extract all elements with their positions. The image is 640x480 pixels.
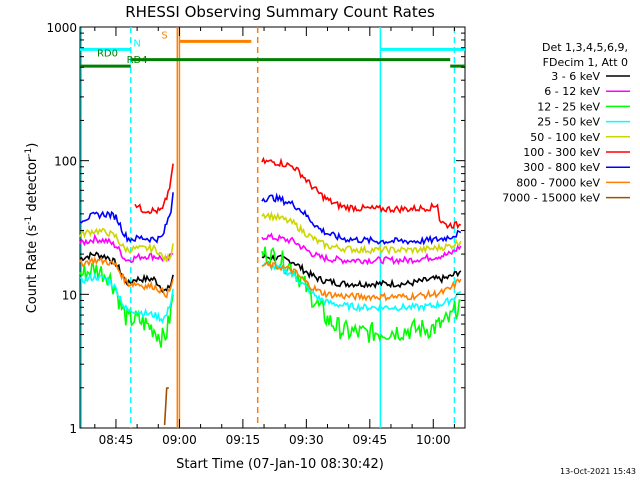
legend-entry-label: 100 - 300 keV bbox=[523, 146, 600, 159]
y-axis-label-sup2: -1 bbox=[24, 148, 34, 157]
flag-bars: N S RD0 RD4 bbox=[80, 30, 465, 68]
axis-ticks: 1 10 100 1000 08:45 09:00 09:15 09:30 09:45 10:00 bbox=[46, 21, 465, 447]
x-axis-label: Start Time (07-Jan-10 08:30:42) bbox=[176, 457, 384, 472]
series-line bbox=[261, 253, 462, 290]
y-axis-label-mid: detector bbox=[25, 156, 40, 216]
timestamp: 13-Oct-2021 15:43 bbox=[560, 467, 636, 476]
series-line bbox=[261, 210, 462, 256]
legend-header-line-2: FDecim 1, Att 0 bbox=[543, 56, 628, 69]
vertical-markers bbox=[80, 27, 456, 428]
series-line bbox=[261, 192, 462, 246]
series-line bbox=[261, 260, 462, 302]
flag-label-s: S bbox=[161, 30, 167, 41]
y-axis-label-sup1: -1 bbox=[24, 216, 34, 225]
flag-label-rd4: RD4 bbox=[127, 55, 148, 66]
chart-title: RHESSI Observing Summary Count Rates bbox=[125, 3, 435, 21]
x-tick-label: 09:00 bbox=[162, 433, 197, 447]
legend-entry-label: 12 - 25 keV bbox=[537, 100, 600, 113]
flag-label-rd0: RD0 bbox=[97, 49, 118, 60]
legend-entry-label: 6 - 12 keV bbox=[544, 85, 600, 98]
y-axis-label-main: Count Rate (s bbox=[25, 225, 40, 314]
series-line bbox=[79, 233, 174, 264]
series-line bbox=[261, 262, 462, 313]
x-tick-label: 09:30 bbox=[289, 433, 324, 447]
legend-header-line-1: Det 1,3,4,5,6,9, bbox=[542, 41, 628, 54]
plot-axes bbox=[79, 26, 466, 429]
series-line bbox=[261, 156, 462, 230]
plot-frame bbox=[79, 26, 466, 429]
series-line bbox=[79, 192, 174, 244]
legend-entry-label: 50 - 100 keV bbox=[530, 131, 600, 144]
x-tick-label: 09:45 bbox=[353, 433, 388, 447]
y-tick-label: 100 bbox=[54, 155, 77, 169]
series-line bbox=[163, 387, 169, 426]
y-tick-label: 10 bbox=[62, 288, 77, 302]
legend-entry-label: 25 - 50 keV bbox=[537, 116, 600, 129]
y-axis-label-end: ) bbox=[25, 143, 40, 148]
legend: Det 1,3,4,5,6,9, FDecim 1, Att 0 3 - 6 k… bbox=[502, 41, 630, 205]
series-line bbox=[79, 251, 174, 294]
series-line bbox=[261, 246, 461, 343]
y-axis-label: Count Rate (s-1 detector-1) bbox=[24, 143, 40, 314]
series-line bbox=[79, 272, 174, 325]
y-tick-label: 1000 bbox=[46, 21, 77, 35]
series-line bbox=[79, 256, 174, 299]
series-line bbox=[134, 163, 174, 215]
series-line bbox=[261, 232, 462, 266]
x-tick-label: 08:45 bbox=[99, 433, 134, 447]
flag-label-n: N bbox=[133, 38, 140, 49]
data-series bbox=[79, 156, 462, 426]
legend-entry-label: 3 - 6 keV bbox=[551, 70, 600, 83]
x-tick-label: 10:00 bbox=[416, 433, 451, 447]
legend-entry-label: 300 - 800 keV bbox=[523, 161, 600, 174]
series-line bbox=[79, 227, 174, 263]
y-tick-label: 1 bbox=[69, 422, 77, 436]
legend-entry-label: 7000 - 15000 keV bbox=[502, 192, 600, 205]
legend-entry-label: 800 - 7000 keV bbox=[516, 176, 600, 189]
x-tick-label: 09:15 bbox=[226, 433, 261, 447]
